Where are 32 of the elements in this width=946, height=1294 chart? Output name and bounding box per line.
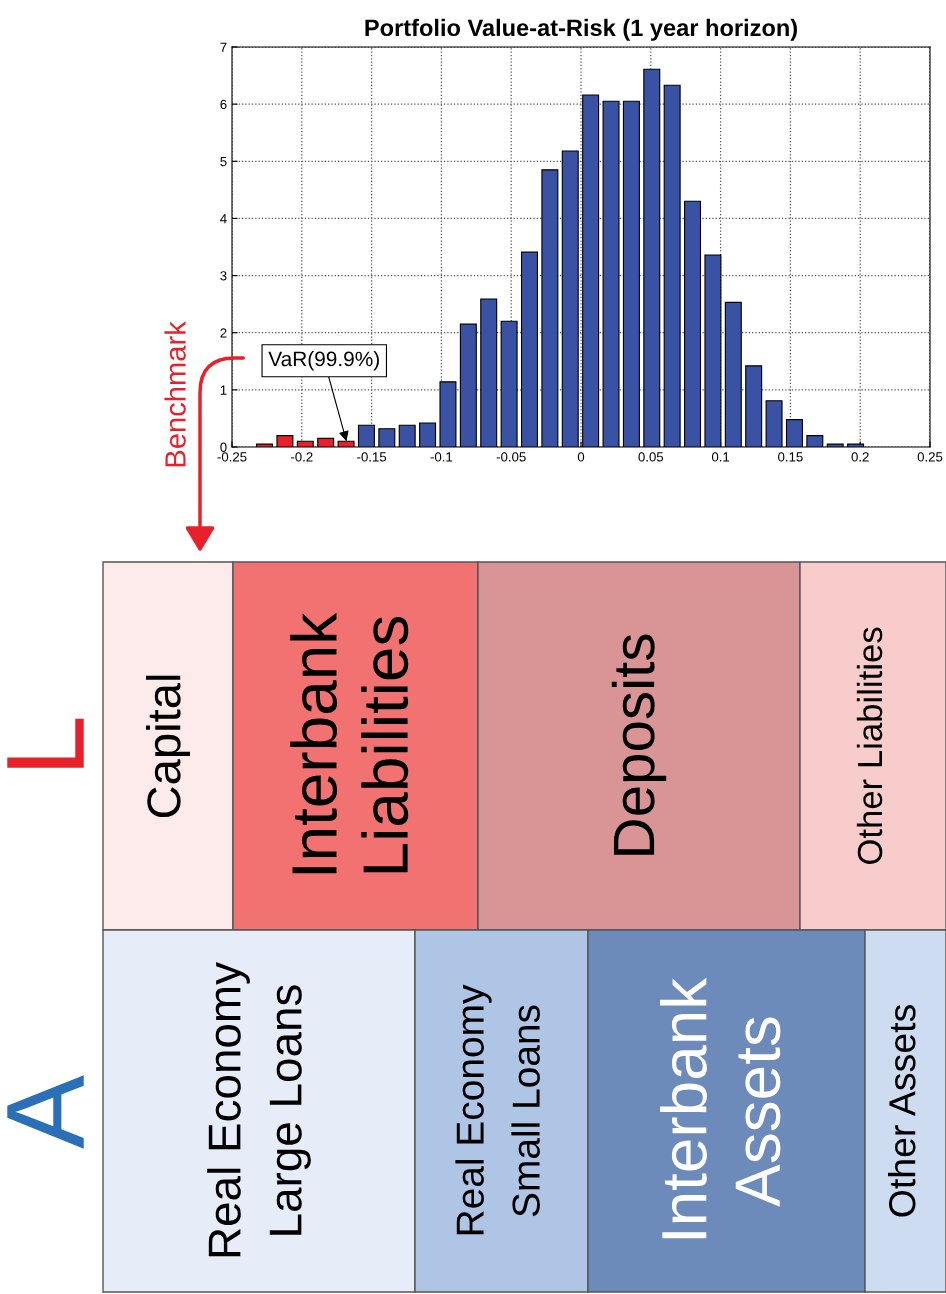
text: Other Liabilities [856, 627, 883, 864]
text: Interbank Assets [660, 977, 781, 1239]
x-tick-label: -0.25 [217, 452, 247, 462]
annotation: VaR(99.9%) [268, 351, 379, 371]
y-tick-label: 2 [220, 328, 227, 338]
x-tick-label: 0.15 [778, 452, 803, 462]
text: Real Economy Large Loans [207, 962, 311, 1257]
x-tick-label: -0.1 [430, 452, 453, 462]
x-tick-label: 0.1 [711, 452, 730, 462]
y-tick-label: 0 [220, 442, 227, 452]
text: Deposits [611, 634, 667, 855]
x-tick-label: 0.05 [638, 452, 664, 462]
y-tick-label: 7 [220, 42, 227, 52]
chart-title: Portfolio Value-at-Risk (1 year horizon) [365, 18, 797, 41]
y-tick-label: 5 [220, 156, 227, 167]
x-tick-label: 0.25 [917, 452, 943, 462]
text: Benchmark [164, 321, 186, 467]
x-tick-label: -0.05 [496, 452, 526, 462]
x-tick-label: 0 [577, 452, 585, 462]
y-tick-label: 6 [220, 99, 227, 110]
y-tick-label: 4 [220, 214, 227, 224]
x-tick-label: -0.2 [291, 452, 313, 462]
text: A [7, 1075, 84, 1149]
text: Other Assets [888, 1005, 916, 1217]
text: Capital [145, 675, 191, 818]
x-tick-label: -0.15 [357, 452, 387, 462]
x-tick-label: 0.2 [851, 452, 869, 462]
text: L [7, 718, 84, 768]
text: Interbank Liabilities [290, 612, 409, 874]
y-tick-label: 1 [220, 385, 227, 395]
y-tick-label: 3 [220, 271, 227, 281]
text: Real Economy Small Loans [455, 984, 540, 1235]
